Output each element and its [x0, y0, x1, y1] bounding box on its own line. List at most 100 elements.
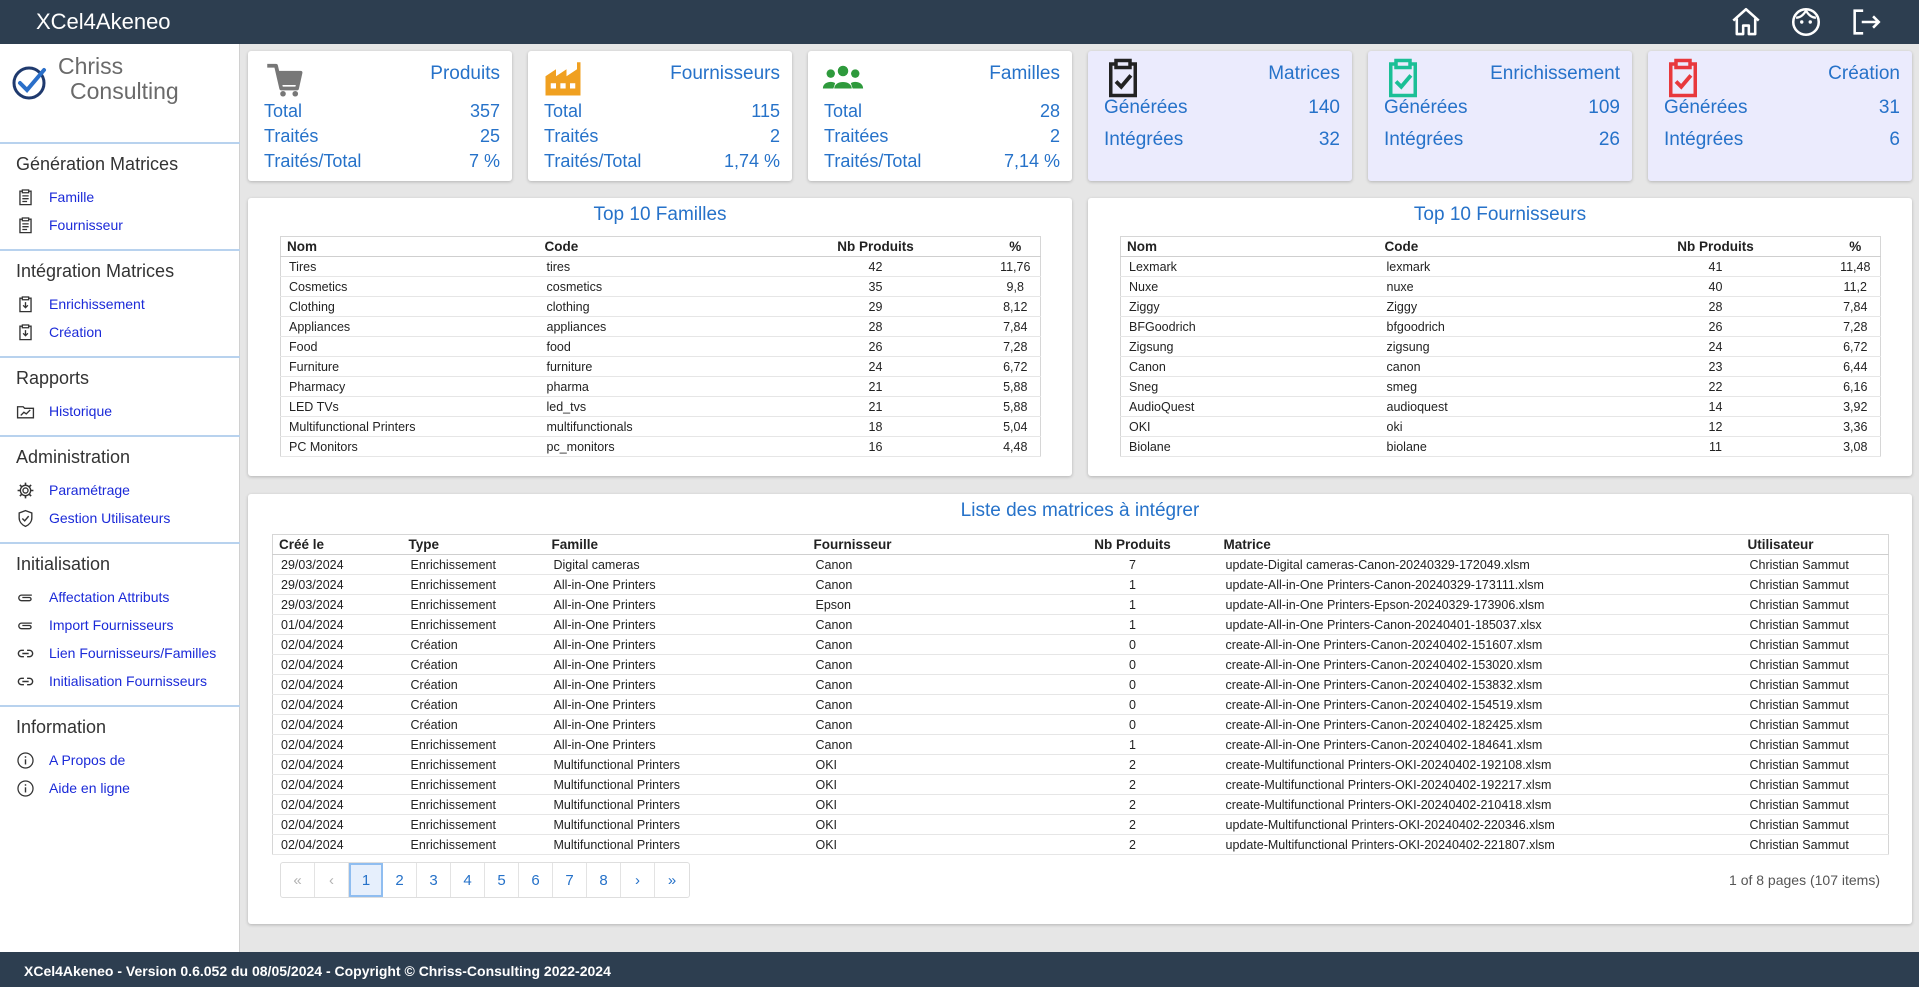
cell-: 6,72	[1830, 336, 1881, 357]
sidebar-divider	[0, 356, 240, 358]
sidebar-item-enrichissement[interactable]: Enrichissement	[16, 292, 145, 316]
cell-type: Enrichissement	[402, 834, 546, 855]
stat-title: Familles	[989, 63, 1060, 84]
table-row[interactable]: Biolane biolane 11 3,08	[1120, 436, 1881, 457]
footer: XCel4Akeneo - Version 0.6.052 du 08/05/2…	[0, 952, 1919, 987]
page-button-8[interactable]: 8	[587, 863, 621, 897]
sidebar-item-fournisseur[interactable]: Fournisseur	[16, 213, 123, 237]
table-row[interactable]: Pharmacy pharma 21 5,88	[280, 376, 1041, 397]
cell-utilisateur: Christian Sammut	[1741, 614, 1889, 635]
cell-matrice: create-All-in-One Printers-Canon-2024040…	[1217, 674, 1742, 695]
page-button-5[interactable]: 5	[485, 863, 519, 897]
cell-famille: All-in-One Printers	[545, 734, 808, 755]
cell-code: biolane	[1378, 436, 1601, 457]
table-row[interactable]: Canon canon 23 6,44	[1120, 356, 1881, 377]
table-row[interactable]: OKI oki 12 3,36	[1120, 416, 1881, 437]
last-page-button[interactable]: »	[667, 871, 677, 889]
table-row[interactable]: 01/04/2024 Enrichissement All-in-One Print…	[272, 614, 1889, 635]
cell-: 3,36	[1830, 416, 1881, 437]
table-row[interactable]: 29/03/2024 Enrichissement All-in-One Print…	[272, 594, 1889, 615]
table-row[interactable]: 02/04/2024 Création All-in-One Printers Can…	[272, 714, 1889, 735]
stat-title: Enrichissement	[1490, 63, 1620, 84]
sidebar-item-historique[interactable]: Historique	[16, 399, 112, 423]
cell-famille: All-in-One Printers	[545, 694, 808, 715]
cell-: 8,12	[990, 296, 1041, 317]
table-row[interactable]: AudioQuest audioquest 14 3,92	[1120, 396, 1881, 417]
sidebar-item-label: Initialisation Fournisseurs	[49, 673, 207, 689]
page-button-4[interactable]: 4	[451, 863, 485, 897]
stat-row: Intégrées 32	[1104, 129, 1340, 151]
sidebar-item-import-fournisseurs[interactable]: Import Fournisseurs	[16, 613, 173, 637]
table-row[interactable]: Zigsung zigsung 24 6,72	[1120, 336, 1881, 357]
table-row[interactable]: Multifunctional Printers multifunctionals…	[280, 416, 1041, 437]
table-row[interactable]: Cosmetics cosmetics 35 9,8	[280, 276, 1041, 297]
sidebar-item-famille[interactable]: Famille	[16, 185, 94, 209]
page-button-2[interactable]: 2	[383, 863, 417, 897]
table-row[interactable]: 02/04/2024 Création All-in-One Printers Can…	[272, 654, 1889, 675]
table-row[interactable]: Appliances appliances 28 7,84	[280, 316, 1041, 337]
table-row[interactable]: Food food 26 7,28	[280, 336, 1041, 357]
cell-fournisseur: OKI	[807, 814, 1048, 835]
home-icon[interactable]	[1729, 5, 1763, 39]
link-icon	[17, 649, 34, 657]
page-button-7[interactable]: 7	[553, 863, 587, 897]
table-row[interactable]: Nuxe nuxe 40 11,2	[1120, 276, 1881, 297]
table-row[interactable]: LED TVs led_tvs 21 5,88	[280, 396, 1041, 417]
table-row[interactable]: Tires tires 42 11,76	[280, 256, 1041, 277]
table-row[interactable]: 29/03/2024 Enrichissement Digital cameras C…	[272, 554, 1889, 575]
table-row[interactable]: Clothing clothing 29 8,12	[280, 296, 1041, 317]
sidebar-heading: Initialisation	[16, 554, 111, 574]
table-row[interactable]: Furniture furniture 24 6,72	[280, 356, 1041, 377]
table-row[interactable]: Ziggy Ziggy 28 7,84	[1120, 296, 1881, 317]
cell-code: tires	[538, 256, 761, 277]
table-row[interactable]: BFGoodrich bfgoodrich 26 7,28	[1120, 316, 1881, 337]
cell-utilisateur: Christian Sammut	[1741, 794, 1889, 815]
sidebar-item-creation[interactable]: Création	[16, 320, 102, 344]
page-button-1[interactable]: 1	[349, 863, 383, 897]
cell-nb-produits: 2	[1047, 774, 1218, 795]
sidebar-item-initialisation-fournisseurs[interactable]: Initialisation Fournisseurs	[16, 669, 207, 693]
table-row[interactable]: Lexmark lexmark 41 11,48	[1120, 256, 1881, 277]
logout-icon[interactable]	[1849, 5, 1883, 39]
clipboard-icon	[19, 188, 32, 205]
next-page-button[interactable]: ›	[621, 863, 655, 897]
sidebar-item-aide-en-ligne[interactable]: Aide en ligne	[16, 776, 130, 800]
cell-code: nuxe	[1378, 276, 1601, 297]
first-page-button[interactable]: «	[281, 863, 315, 897]
sidebar-item-label: Affectation Attributs	[49, 589, 170, 605]
page-button-6[interactable]: 6	[519, 863, 553, 897]
table-row[interactable]: 02/04/2024 Enrichissement Multifunctional …	[272, 754, 1889, 775]
cell-nb-produits: 12	[1600, 416, 1831, 437]
cell-matrice: create-All-in-One Printers-Canon-2024040…	[1217, 694, 1742, 715]
table-row[interactable]: 02/04/2024 Création All-in-One Printers Can…	[272, 634, 1889, 655]
cell-nom: Nuxe	[1120, 276, 1379, 297]
sidebar-item-affectation-attributs[interactable]: Affectation Attributs	[16, 585, 169, 609]
face-icon[interactable]	[1789, 5, 1823, 39]
cell-matrice: update-All-in-One Printers-Epson-2024032…	[1217, 594, 1742, 615]
table-row[interactable]: PC Monitors pc_monitors 16 4,48	[280, 436, 1041, 457]
table-row[interactable]: 02/04/2024 Création All-in-One Printers Can…	[272, 694, 1889, 715]
table-row[interactable]: Sneg smeg 22 6,16	[1120, 376, 1881, 397]
table-row[interactable]: 02/04/2024 Enrichissement Multifunctional …	[272, 794, 1889, 815]
prev-page-button[interactable]: ‹	[315, 863, 349, 897]
cell-famille: Multifunctional Printers	[545, 794, 808, 815]
top-familles-title: Top 10 Familles	[593, 204, 727, 225]
cell-nom: AudioQuest	[1120, 396, 1379, 417]
table-row[interactable]: 02/04/2024 Enrichissement Multifunctional …	[272, 814, 1889, 835]
table-row[interactable]: 02/04/2024 Enrichissement Multifunctional …	[272, 774, 1889, 795]
stat-value: 25	[479, 126, 500, 146]
cell-nb-produits: 2	[1047, 794, 1218, 815]
page-button-3[interactable]: 3	[417, 863, 451, 897]
stat-row: Total 357	[264, 101, 500, 122]
sidebar-item-parametrage[interactable]: Paramétrage	[16, 478, 130, 502]
sidebar-item-a-propos-de[interactable]: A Propos de	[16, 748, 125, 772]
table-row[interactable]: 02/04/2024 Enrichissement All-in-One Print…	[272, 734, 1889, 755]
table-row[interactable]: 02/04/2024 Création All-in-One Printers Can…	[272, 674, 1889, 695]
sidebar-item-gestion-utilisateurs[interactable]: Gestion Utilisateurs	[16, 506, 170, 530]
table-row[interactable]: 02/04/2024 Enrichissement Multifunctional …	[272, 834, 1889, 855]
cell-code: zigsung	[1378, 336, 1601, 357]
sidebar-item-lien-fournisseurs-familles[interactable]: Lien Fournisseurs/Familles	[16, 641, 216, 665]
table-row[interactable]: 29/03/2024 Enrichissement All-in-One Print…	[272, 574, 1889, 595]
stat-row: Total 115	[544, 101, 780, 122]
stat-value: 115	[751, 101, 780, 121]
